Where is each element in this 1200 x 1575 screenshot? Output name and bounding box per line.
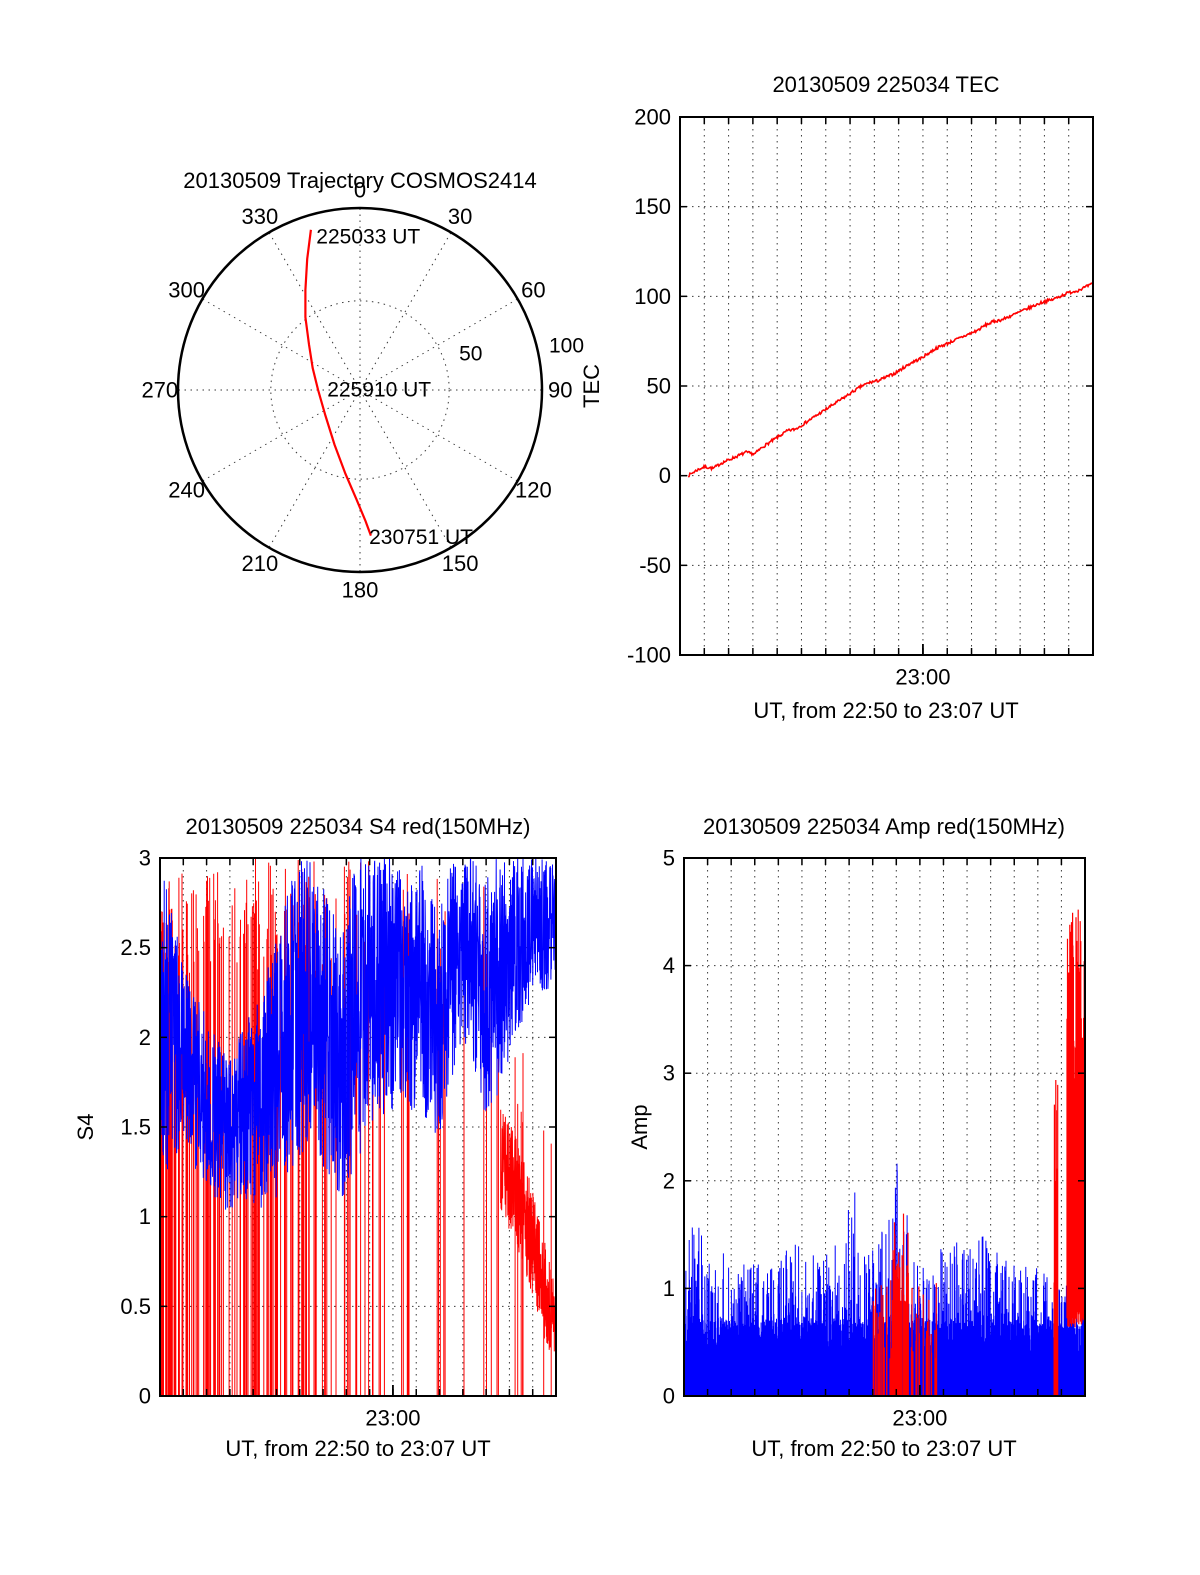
tec-frame: -100 -50 0 50 100 150 200 23:00 <box>627 105 1094 690</box>
amp-y-tick-label: 3 <box>663 1061 675 1086</box>
azimuth-tick-label: 90 <box>548 378 572 403</box>
track-time-annotation: 225033 UT <box>316 226 420 249</box>
tec-axes <box>680 117 1093 655</box>
trajectory-plot: 0 30 60 90 120 150 180 210 240 270 300 330 50 100 2250… <box>141 177 584 602</box>
azimuth-tick-label: 330 <box>242 204 279 229</box>
amp-y-tick-label: 0 <box>663 1384 675 1409</box>
s4-x-tick-label: 23:00 <box>365 1406 420 1431</box>
series-red-amplitude-bursts <box>872 909 1086 1396</box>
tec-y-tick-label: 200 <box>634 105 671 130</box>
s4-y-tick-label: 0.5 <box>120 1294 151 1319</box>
s4-y-tick-label: 1.5 <box>120 1115 151 1140</box>
amp-title: 20130509 225034 Amp red(150MHz) <box>702 814 1066 839</box>
amp-y-tick-label: 4 <box>663 953 675 978</box>
tec-line <box>687 282 1094 478</box>
tec-x-tick-label: 23:00 <box>895 665 950 690</box>
azimuth-tick-label: 150 <box>442 551 479 576</box>
s4-y-tick-label: 2.5 <box>120 935 151 960</box>
azimuth-tick-label: 120 <box>515 478 552 503</box>
satellite-track <box>304 229 372 536</box>
azimuth-tick-label: 30 <box>448 204 472 229</box>
elevation-tick-label: 50 <box>459 343 482 366</box>
s4-x-axis-label: UT, from 22:50 to 23:07 UT <box>225 1436 491 1461</box>
s4-y-tick-label: 3 <box>139 846 151 871</box>
amp-y-tick-label: 1 <box>663 1276 675 1301</box>
track-time-annotation: 230751 UT <box>369 526 473 549</box>
series-red-descending-tail <box>500 1109 557 1366</box>
tec-x-axis-label: UT, from 22:50 to 23:07 UT <box>753 698 1019 723</box>
amp-x-axis-label: UT, from 22:50 to 23:07 UT <box>751 1436 1017 1461</box>
s4-y-tick-label: 2 <box>139 1025 151 1050</box>
tec-y-tick-label: 0 <box>659 463 671 488</box>
tec-y-axis-label: TEC <box>579 364 604 408</box>
amp-y-axis-label: Amp <box>627 1104 652 1150</box>
s4-frame: 0 0.5 1 1.5 2 2.5 3 23:00 <box>120 846 557 1431</box>
azimuth-tick-label: 60 <box>521 277 545 302</box>
azimuth-tick-label: 180 <box>342 578 379 603</box>
track-time-annotation: 225910 UT <box>327 379 431 402</box>
amp-frame: 0 1 2 3 4 5 23:00 <box>663 846 1086 1431</box>
azimuth-tick-label: 210 <box>242 551 279 576</box>
tec-y-tick-label: -50 <box>639 553 671 578</box>
azimuth-tick-label: 0 <box>354 177 366 202</box>
s4-y-tick-label: 0 <box>139 1384 151 1409</box>
tec-y-tick-label: 150 <box>634 194 671 219</box>
tec-y-tick-label: -100 <box>627 643 671 668</box>
elevation-tick-label: 100 <box>549 335 584 358</box>
azimuth-tick-label: 300 <box>168 277 205 302</box>
tec-y-tick-label: 50 <box>647 374 671 399</box>
amp-y-tick-label: 2 <box>663 1168 675 1193</box>
s4-title: 20130509 225034 S4 red(150MHz) <box>185 814 531 839</box>
tec-title: 20130509 225034 TEC <box>772 72 1000 97</box>
s4-y-tick-label: 1 <box>139 1204 151 1229</box>
trajectory-title: 20130509 Trajectory COSMOS2414 <box>183 168 537 193</box>
amp-y-tick-label: 5 <box>663 846 675 871</box>
amp-x-tick-label: 23:00 <box>892 1406 947 1431</box>
azimuth-tick-label: 270 <box>141 378 178 403</box>
s4-y-axis-label: S4 <box>73 1113 98 1141</box>
series-blue-noise <box>159 857 557 1210</box>
tec-y-tick-label: 100 <box>634 284 671 309</box>
azimuth-tick-label: 240 <box>168 478 205 503</box>
